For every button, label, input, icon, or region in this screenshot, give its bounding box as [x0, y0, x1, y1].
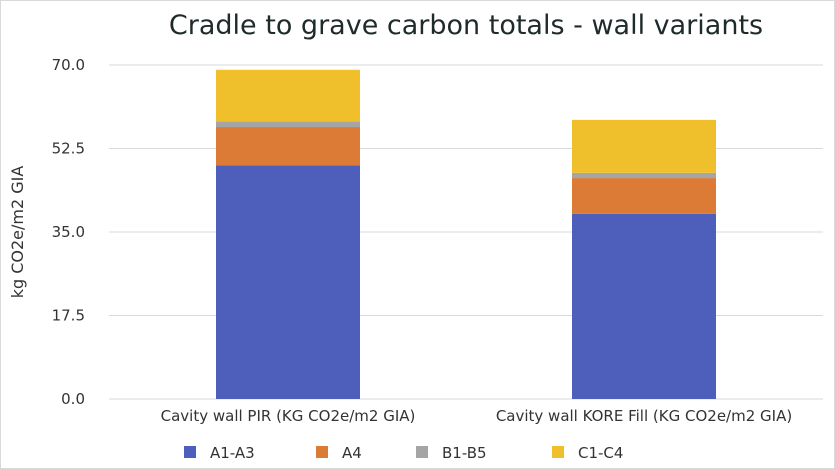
y-tick-label: 0.0	[61, 390, 85, 408]
legend-label: A1-A3	[210, 444, 255, 462]
bar-segment-a1-a3-2	[572, 213, 716, 399]
legend-swatch-c1-c4	[552, 446, 564, 458]
legend-label: B1-B5	[442, 444, 487, 462]
x-tick-label: Cavity wall KORE Fill (KG CO2e/m2 GIA)	[496, 407, 792, 425]
x-axis-ticks: Cavity wall PIR (KG CO2e/m2 GIA) Cavity w…	[161, 407, 793, 425]
y-tick-label: 17.5	[52, 307, 85, 325]
y-tick-label: 52.5	[52, 140, 85, 158]
bar-segment-c1-c4-1	[216, 69, 360, 122]
legend-swatch-a1-a3	[184, 446, 196, 458]
legend-swatch-a4	[316, 446, 328, 458]
bar-segment-a4-2	[572, 178, 716, 214]
bar-segment-a1-a3-1	[216, 165, 360, 399]
y-axis-ticks: 0.0 17.5 35.0 52.5 70.0	[52, 56, 85, 408]
bars	[216, 69, 716, 399]
legend-label: A4	[342, 444, 362, 462]
bar-segment-a4-1	[216, 127, 360, 166]
chart-title: Cradle to grave carbon totals - wall var…	[169, 10, 763, 41]
x-tick-label: Cavity wall PIR (KG CO2e/m2 GIA)	[161, 407, 416, 425]
legend-swatch-b1-b5	[416, 446, 428, 458]
bar-segment-b1-b5-2	[572, 172, 716, 179]
legend: A1-A3 A4 B1-B5 C1-C4	[184, 444, 623, 462]
y-tick-label: 70.0	[52, 56, 85, 74]
y-axis-label: kg CO2e/m2 GIA	[8, 166, 27, 299]
bar-segment-c1-c4-2	[572, 119, 716, 173]
bar-segment-b1-b5-1	[216, 121, 360, 128]
legend-label: C1-C4	[578, 444, 623, 462]
y-tick-label: 35.0	[52, 223, 85, 241]
